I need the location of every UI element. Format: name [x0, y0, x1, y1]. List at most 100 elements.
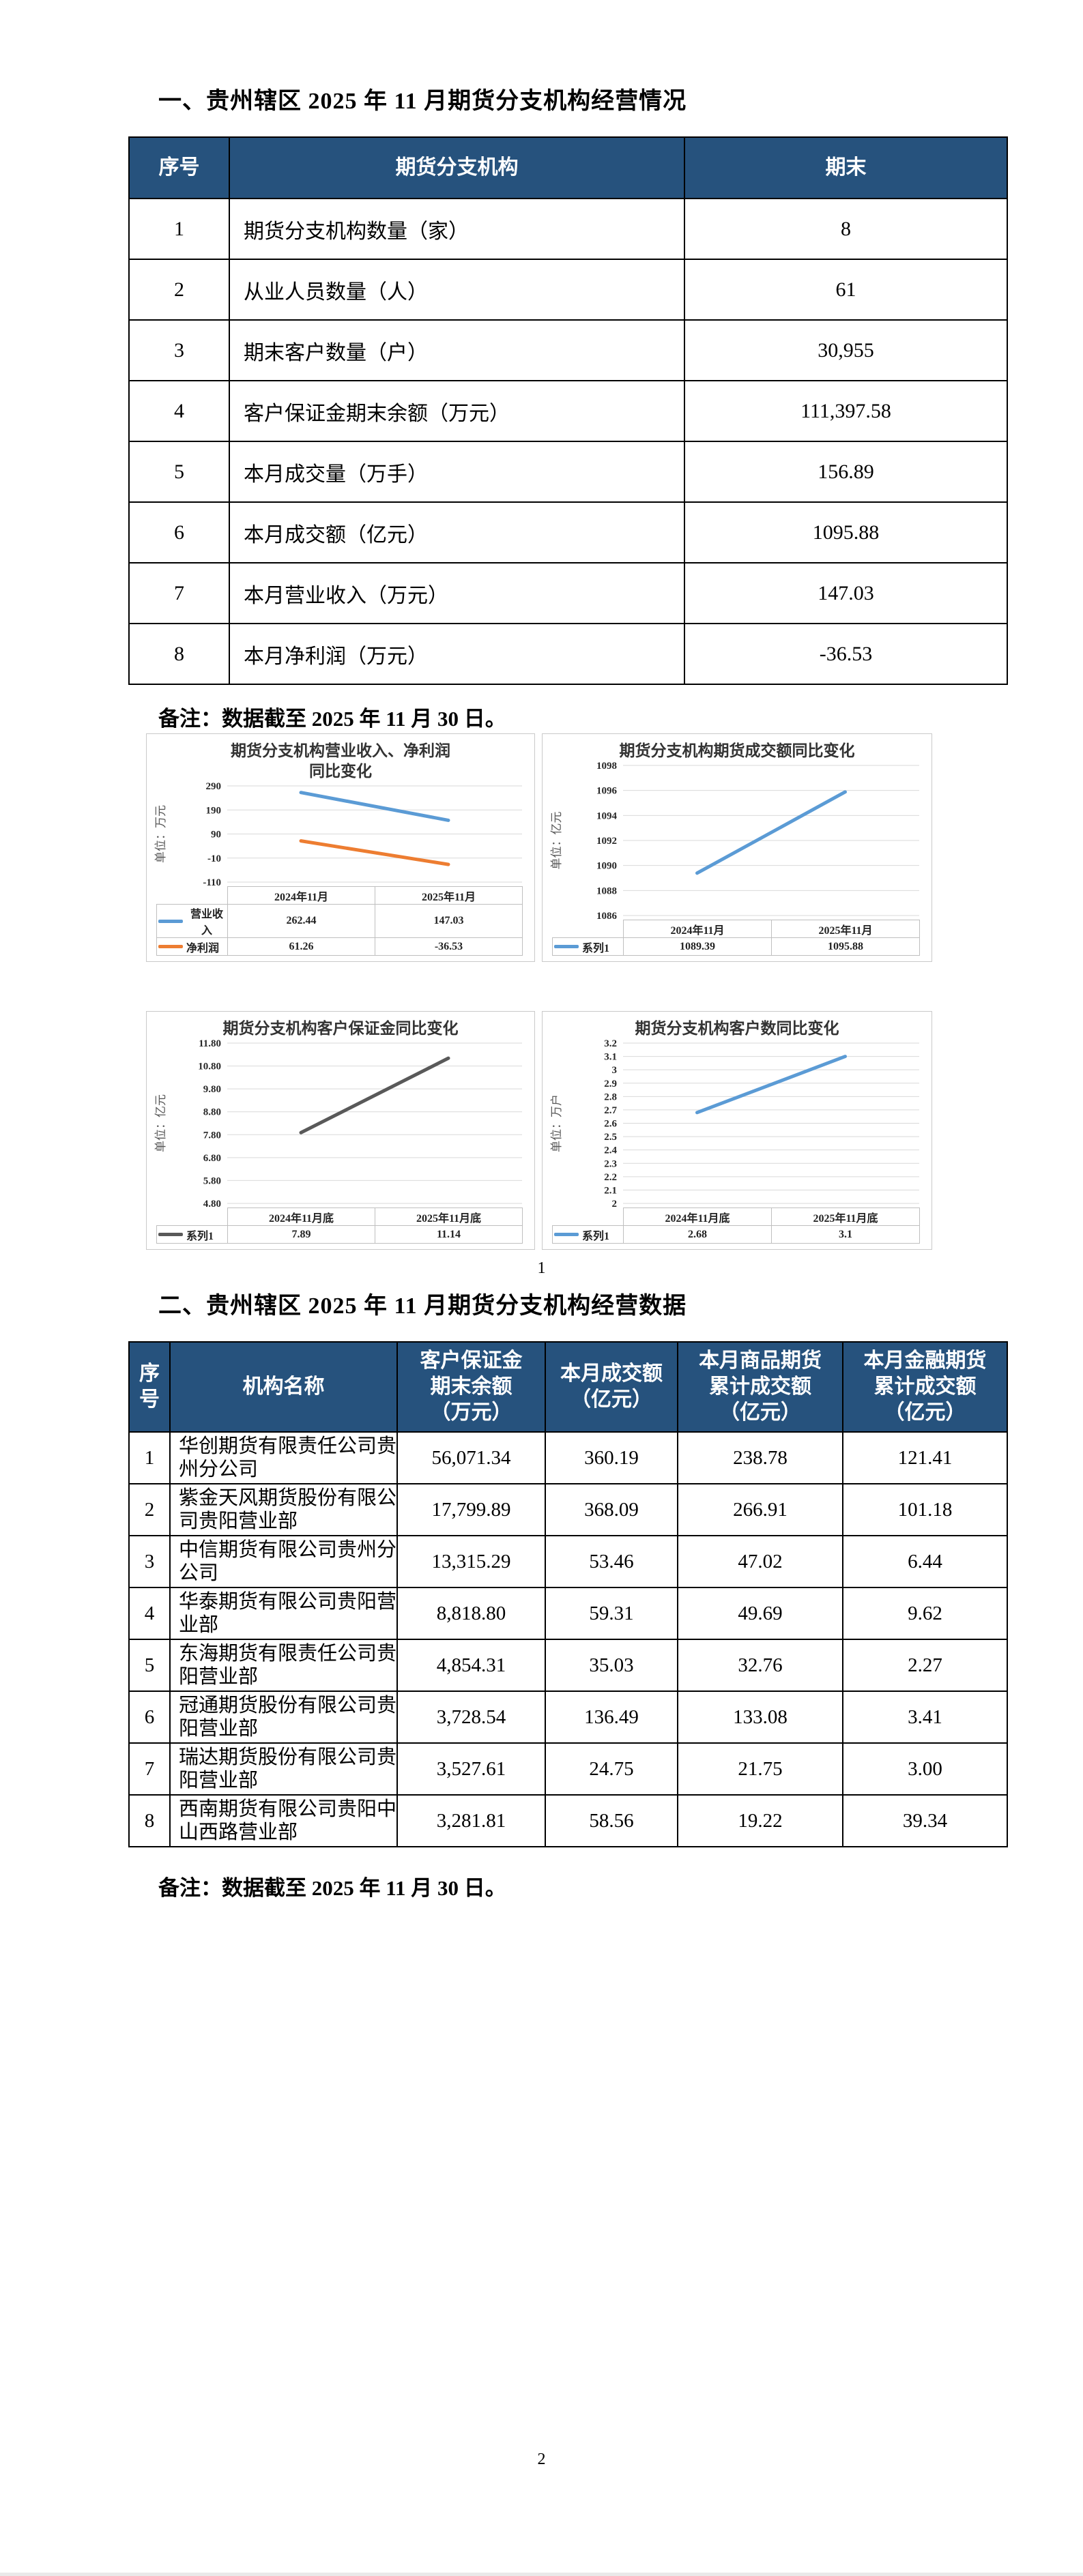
detail-col-header-financial: 本月金融期货 累计成交额 （亿元）: [842, 1341, 1008, 1433]
y-axis-tick-label: 1088: [596, 886, 617, 896]
chart-plot-area: 11.80 10.80 9.80 8.80 7.80 6.80 5.80 4.80 单位：亿元: [154, 1039, 522, 1208]
row-monthly-turnover: 59.31: [545, 1587, 678, 1640]
row-commodity-turnover: 47.02: [677, 1535, 843, 1588]
y-axis-unit-label: 单位：亿元: [154, 1094, 167, 1152]
row-commodity-turnover: 21.75: [677, 1742, 843, 1796]
row-index: 2: [128, 259, 230, 321]
row-institution-name: 瑞达期货股份有限公司贵阳营业部: [169, 1742, 398, 1796]
section2-title: 二、贵州辖区 2025 年 11 月期货分支机构经营数据: [158, 1293, 687, 1319]
page-number-1: 1: [537, 1259, 546, 1277]
chart-table-category: 2024年11月: [623, 920, 772, 938]
chart-table-series-row: 系列1 2.68 3.1: [552, 1225, 920, 1244]
chart-table-category-row: 2024年11月 2025年11月: [157, 886, 523, 905]
series-line-系列1: [299, 1056, 450, 1135]
y-axis-tick-label: -110: [203, 877, 221, 886]
row-index: 2: [128, 1483, 171, 1536]
series-line-系列1: [695, 790, 847, 875]
row-commodity-turnover: 32.76: [677, 1639, 843, 1692]
row-label: 期货分支机构数量（家）: [229, 198, 685, 260]
chart-table-value: 147.03: [375, 904, 523, 938]
section1-title: 一、贵州辖区 2025 年 11 月期货分支机构经营情况: [158, 89, 687, 114]
legend-series-label: 系列1: [582, 1230, 610, 1242]
y-axis-tick-label: 2.8: [604, 1092, 617, 1102]
summary-table-row: 7 本月营业收入（万元） 147.03: [128, 562, 1008, 624]
chart-legend-cell: 系列1: [552, 1225, 624, 1244]
row-index: 7: [128, 562, 230, 624]
row-value: -36.53: [684, 623, 1008, 685]
chart-table-value: -36.53: [375, 937, 523, 956]
series-line-营业收入: [299, 791, 450, 822]
chart-table-category: 2025年11月底: [771, 1208, 920, 1226]
row-index: 6: [128, 501, 230, 564]
series-line-系列1: [695, 1055, 847, 1115]
y-axis-tick-label: 10.80: [198, 1062, 221, 1072]
row-institution-name: 华泰期货有限公司贵阳营业部: [169, 1587, 398, 1640]
y-axis-tick-label: 1086: [596, 911, 618, 920]
detail-table-row: 6 冠通期货股份有限公司贵阳营业部 3,728.54 136.49 133.08 3.41: [128, 1690, 1008, 1744]
detail-col-header-name: 机构名称: [169, 1341, 398, 1433]
chart-table-value: 1095.88: [771, 937, 920, 956]
y-axis-tick-label: 90: [211, 830, 221, 840]
row-institution-name: 紫金天风期货股份有限公司贵阳营业部: [169, 1483, 398, 1536]
chart-plot-area: 3.2 3.1 3 2.9 2.8 2.7 2.6 2.5 2.4 2.3 2.2 2.1 2 单位：万户: [550, 1039, 919, 1208]
chart-table-value: 7.89: [227, 1225, 375, 1244]
legend-line-swatch-icon: [158, 1233, 183, 1236]
chart-table-corner: [157, 887, 228, 905]
row-label: 本月净利润（万元）: [229, 623, 685, 685]
chart-table-corner: [157, 1208, 228, 1226]
row-margin-balance: 17,799.89: [396, 1483, 546, 1536]
chart-table-value: 3.1: [771, 1225, 920, 1244]
row-label: 本月成交额（亿元）: [229, 501, 685, 564]
legend-line-swatch-icon: [554, 945, 579, 948]
y-axis-tick-label: 1094: [596, 810, 618, 821]
y-axis-tick-label: -10: [207, 853, 221, 864]
legend-line-swatch-icon: [158, 919, 183, 923]
row-margin-balance: 13,315.29: [396, 1535, 546, 1588]
y-axis-tick-label: 3: [612, 1065, 618, 1076]
chart-title: 期货分支机构期货成交额同比变化: [619, 742, 855, 759]
row-commodity-turnover: 19.22: [677, 1794, 843, 1847]
charts-grid: 期货分支机构营业收入、净利润 同比变化 290 190 90 -10 -110 单位：万元 2…: [146, 733, 932, 1250]
summary-table-row: 2 从业人员数量（人） 61: [128, 259, 1008, 321]
chart-table-value: 1089.39: [623, 937, 772, 956]
row-financial-turnover: 3.41: [842, 1690, 1008, 1744]
chart-table-category: 2024年11月底: [623, 1208, 772, 1226]
y-axis-tick-label: 2.5: [604, 1132, 617, 1143]
row-monthly-turnover: 368.09: [545, 1483, 678, 1536]
legend-line-swatch-icon: [554, 1233, 579, 1236]
row-monthly-turnover: 24.75: [545, 1742, 678, 1796]
chart-panel-futures-turnover: 期货分支机构期货成交额同比变化 1098 1096 1094 1092 1090 1088 1…: [542, 733, 932, 962]
chart-panel-customer-count: 期货分支机构客户数同比变化 3.2 3.1 3 2.9 2.8 2.7 2.6 2.5 2.4 2.…: [542, 1011, 932, 1250]
row-institution-name: 西南期货有限公司贵阳中山西路营业部: [169, 1794, 398, 1847]
chart-title: 期货分支机构营业收入、净利润 同比变化: [231, 742, 450, 780]
detail-table-header-row: 序 号 机构名称 客户保证金 期末余额 （万元） 本月成交额 （亿元） 本月商品…: [128, 1341, 1008, 1433]
row-financial-turnover: 101.18: [842, 1483, 1008, 1536]
row-margin-balance: 3,281.81: [396, 1794, 546, 1847]
summary-table-row: 1 期货分支机构数量（家） 8: [128, 198, 1008, 260]
chart-table-category: 2025年11月: [771, 920, 920, 938]
y-axis-tick-label: 2.1: [604, 1185, 617, 1196]
summary-table: 序号 期货分支机构 期末 1 期货分支机构数量（家） 8 2 从业人员数量（人） 61 3 期…: [128, 136, 1008, 685]
chart-data-table: 2024年11月底 2025年11月底 系列1 2.68 3.1: [552, 1208, 920, 1244]
chart-legend-cell: 系列1: [552, 937, 624, 956]
chart-table-series-row: 系列1 1089.39 1095.88: [552, 937, 920, 956]
chart-table-category: 2024年11月底: [227, 1208, 375, 1226]
row-financial-turnover: 9.62: [842, 1587, 1008, 1640]
y-axis-unit-label: 单位：万元: [154, 805, 167, 863]
detail-table-body: 1 华创期货有限责任公司贵州分公司 56,071.34 360.19 238.78 121…: [128, 1431, 1008, 1847]
y-axis-tick-label: 2.7: [604, 1105, 617, 1116]
y-axis-tick-label: 9.80: [203, 1084, 221, 1095]
y-axis-tick-label: 5.80: [203, 1175, 221, 1186]
detail-col-header-index: 序 号: [128, 1341, 171, 1433]
detail-col-header-turnover: 本月成交额 （亿元）: [545, 1341, 678, 1433]
summary-table-row: 4 客户保证金期末余额（万元） 111,397.58: [128, 380, 1008, 442]
y-axis-tick-label: 6.80: [203, 1153, 221, 1164]
row-commodity-turnover: 266.91: [677, 1483, 843, 1536]
row-index: 6: [128, 1690, 171, 1744]
detail-table-row: 4 华泰期货有限公司贵阳营业部 8,818.80 59.31 49.69 9.62: [128, 1587, 1008, 1640]
page-number-2: 2: [537, 2450, 546, 2468]
row-margin-balance: 3,527.61: [396, 1742, 546, 1796]
row-index: 4: [128, 1587, 171, 1640]
legend-series-label: 系列1: [186, 1230, 214, 1242]
row-margin-balance: 8,818.80: [396, 1587, 546, 1640]
